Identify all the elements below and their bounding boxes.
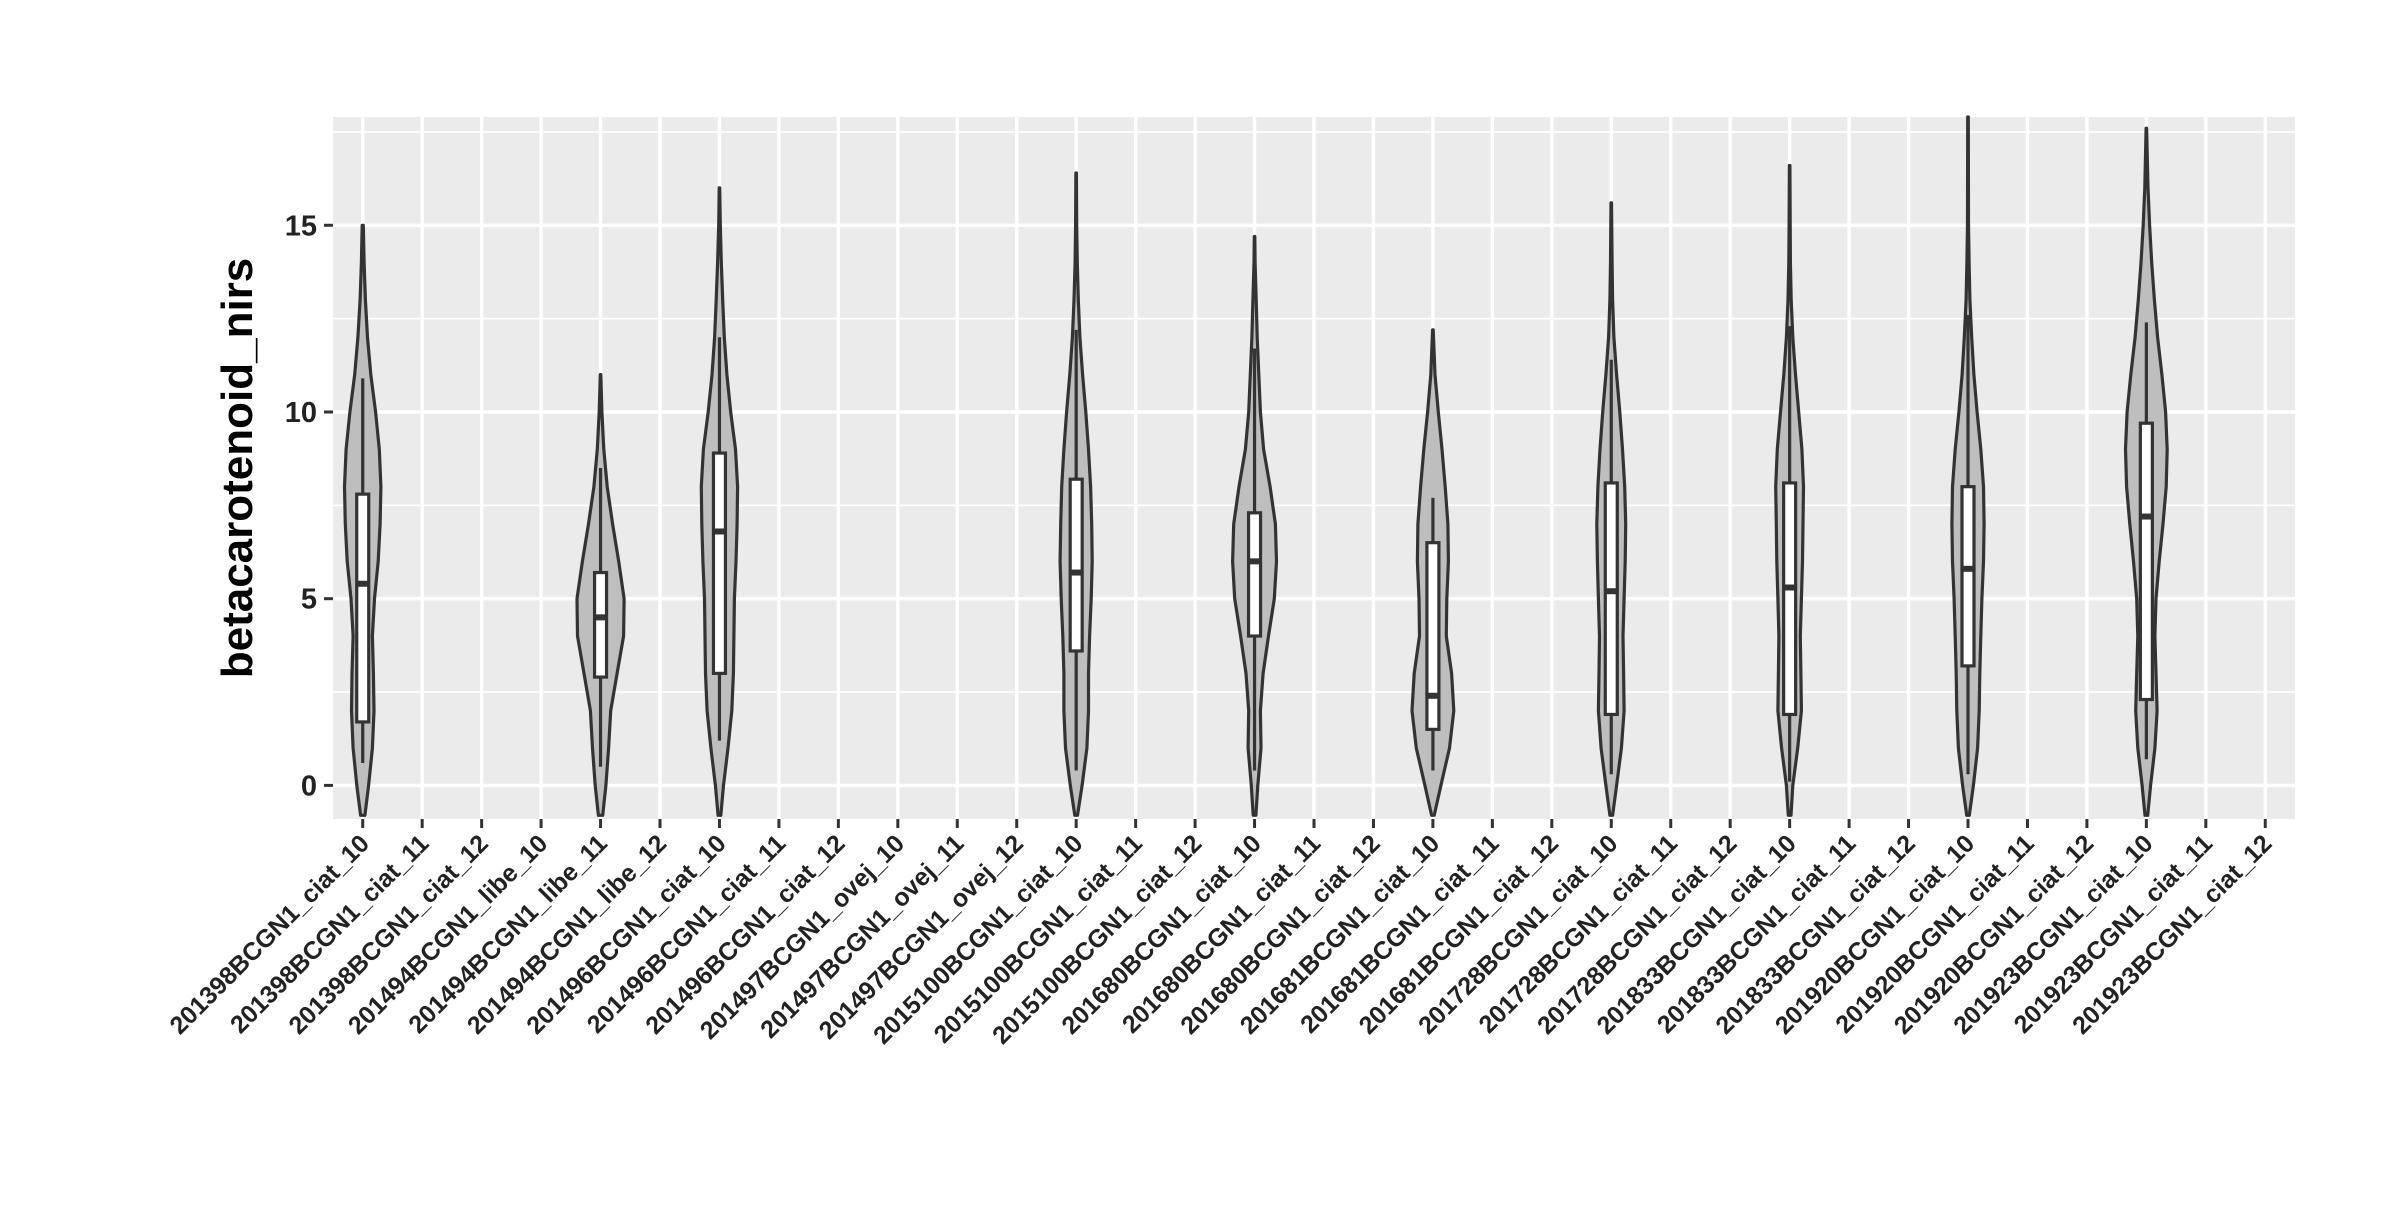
box (2138, 421, 2154, 702)
violin-group (2123, 126, 2169, 817)
violins (342, 115, 2169, 817)
violin-group (1950, 115, 1986, 817)
box (1246, 511, 1263, 638)
y-tick-label: 0 (301, 770, 317, 802)
box (1603, 481, 1619, 717)
y-axis: 0 5 10 15 (285, 210, 333, 802)
violin-group (1231, 234, 1279, 817)
y-tick-label: 10 (285, 397, 317, 429)
y-tick-label: 5 (301, 584, 317, 616)
box (1960, 485, 1976, 668)
box (1068, 477, 1084, 653)
violin-group (1058, 171, 1094, 817)
violin-group (699, 186, 740, 817)
y-axis-label: betacarotenoid_nirs (213, 258, 262, 679)
violin-group (1774, 163, 1806, 817)
violin-group (342, 223, 383, 817)
y-tick-label: 15 (285, 210, 317, 242)
violin-group (1595, 201, 1628, 817)
box (592, 570, 609, 679)
box (1425, 541, 1441, 731)
x-axis: 201398BCGN1_ciat_10201398BCGN1_ciat_1120… (165, 819, 2278, 1050)
box (355, 492, 371, 724)
box (711, 451, 728, 675)
violin-group (1410, 328, 1456, 817)
box (1782, 481, 1798, 717)
violin-group (575, 373, 626, 817)
